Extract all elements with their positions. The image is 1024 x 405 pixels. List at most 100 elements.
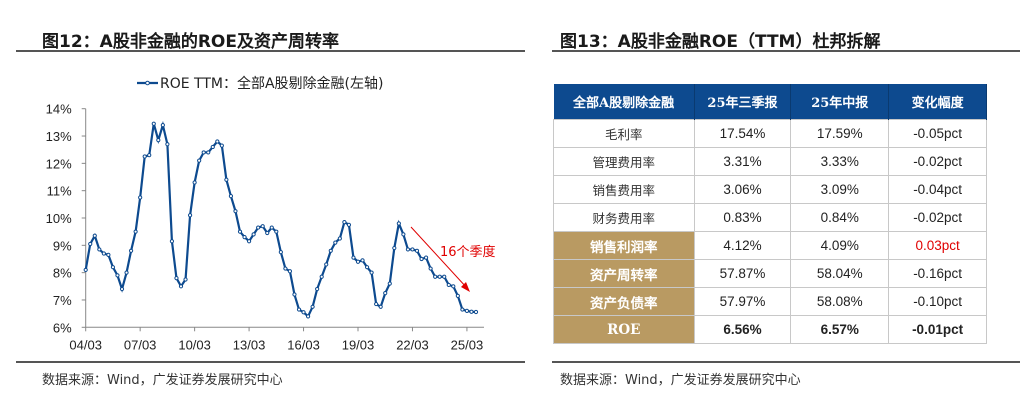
row-label: 财务费用率: [553, 203, 695, 232]
data-point: [387, 281, 392, 286]
data-point: [260, 224, 265, 229]
data-point: [305, 314, 311, 319]
y-tick-label: 13%: [46, 129, 72, 144]
row-label: 管理费用率: [553, 147, 695, 176]
data-point: [101, 251, 106, 256]
row-label: 资产周转率: [553, 259, 695, 288]
data-point: [469, 309, 474, 314]
table-row: ROE 6.56% 6.57% -0.01pct: [553, 315, 987, 344]
data-point: [378, 304, 383, 309]
change-value: -0.02pct: [888, 203, 987, 232]
data-point: [428, 266, 433, 271]
left-bottom-rule: [16, 361, 525, 363]
data-point: [201, 150, 206, 155]
data-point: [256, 225, 261, 230]
data-point: [319, 274, 324, 279]
data-point: [396, 221, 401, 226]
data-point: [324, 262, 329, 267]
change-value: -0.10pct: [888, 287, 987, 316]
table-row: 销售利润率 4.12% 4.09% 0.03pct: [553, 231, 987, 260]
change-value: -0.04pct: [888, 175, 987, 204]
data-point: [133, 229, 138, 234]
data-point: [142, 154, 147, 159]
data-point: [342, 219, 347, 225]
data-point: [473, 309, 479, 315]
data-point: [183, 277, 188, 282]
data-point: [414, 248, 420, 253]
data-point: [437, 274, 442, 279]
data-point: [401, 232, 406, 237]
data-point: [138, 195, 143, 200]
data-point: [83, 267, 88, 273]
data-point: [292, 292, 297, 297]
dupont-table: 全部A股剔除金融 25年三季报 25年中报 变化幅度 毛利率 17.54% 17.5…: [553, 84, 987, 344]
h1-value: 6.57%: [790, 315, 890, 344]
data-point: [296, 307, 302, 312]
data-point: [360, 258, 365, 263]
table-header-row: 全部A股剔除金融 25年三季报 25年中报 变化幅度: [553, 84, 987, 120]
data-point: [451, 284, 456, 289]
data-point: [446, 282, 451, 288]
data-point: [265, 230, 270, 236]
y-tick-label: 6%: [53, 320, 72, 335]
table-row: 资产负债率 57.97% 58.08% -0.10pct: [553, 287, 987, 316]
right-bottom-rule: [552, 361, 1020, 363]
data-point: [192, 180, 197, 185]
x-tick-label: 16/03: [287, 337, 320, 352]
x-tick-label: 13/03: [233, 337, 266, 352]
data-point: [278, 250, 283, 255]
data-point: [237, 229, 243, 234]
data-point: [460, 307, 465, 312]
change-value: -0.16pct: [888, 259, 987, 288]
table-row: 资产周转率 57.87% 58.04% -0.16pct: [553, 259, 987, 288]
data-point: [346, 222, 352, 227]
h1-value: 3.33%: [790, 147, 890, 176]
data-point: [351, 255, 356, 260]
q3-value: 3.06%: [693, 175, 792, 204]
data-point: [333, 240, 338, 245]
row-label: 资产负债率: [553, 287, 695, 316]
header-h1: 25年中报: [790, 84, 890, 120]
data-point: [228, 194, 234, 199]
y-tick-label: 10%: [46, 211, 72, 226]
trend-arrow: [410, 226, 468, 289]
q3-value: 57.97%: [693, 287, 792, 316]
change-value: -0.02pct: [888, 147, 987, 176]
data-point: [410, 247, 415, 252]
q3-value: 0.83%: [693, 203, 792, 232]
data-point: [174, 276, 179, 281]
left-title-rule: [16, 50, 525, 52]
data-point: [392, 245, 397, 251]
header-q3: 25年三季报: [694, 84, 792, 120]
data-point: [423, 255, 429, 260]
data-point: [224, 177, 229, 182]
x-tick-label: 04/03: [69, 337, 102, 352]
data-point: [464, 308, 470, 314]
data-point: [328, 248, 333, 253]
q3-value: 57.87%: [693, 259, 792, 288]
change-value: -0.01pct: [888, 315, 987, 344]
roe-line-chart: 6% 7% 8% 9% 10% 11% 12% 13% 14% 04/03 07/03 10/03 13…: [46, 75, 496, 352]
arrow-head-icon: [461, 282, 470, 292]
data-point: [115, 273, 120, 278]
row-label: ROE: [553, 315, 695, 344]
h1-value: 4.09%: [790, 231, 890, 260]
q3-value: 4.12%: [693, 231, 792, 260]
right-figure-title: 图13：A股非金融ROE（TTM）杜邦拆解: [560, 32, 881, 52]
data-point: [383, 291, 388, 296]
data-point: [124, 270, 129, 275]
data-point: [364, 265, 370, 270]
x-tick-label: 25/03: [451, 337, 484, 352]
left-source: 数据来源：Wind，广发证券发展研究中心: [42, 373, 283, 388]
table-row: 财务费用率 0.83% 0.84% -0.02pct: [553, 203, 987, 232]
data-point: [156, 138, 161, 143]
data-point: [219, 143, 224, 148]
data-point: [147, 153, 152, 158]
data-point: [337, 236, 342, 241]
annotation-label: 16个季度: [440, 244, 496, 260]
table-row: 管理费用率 3.31% 3.33% -0.02pct: [553, 147, 987, 176]
legend-marker: [145, 80, 150, 86]
x-tick-label: 22/03: [396, 337, 429, 352]
data-point: [455, 293, 460, 298]
y-tick-label: 12%: [46, 156, 72, 171]
